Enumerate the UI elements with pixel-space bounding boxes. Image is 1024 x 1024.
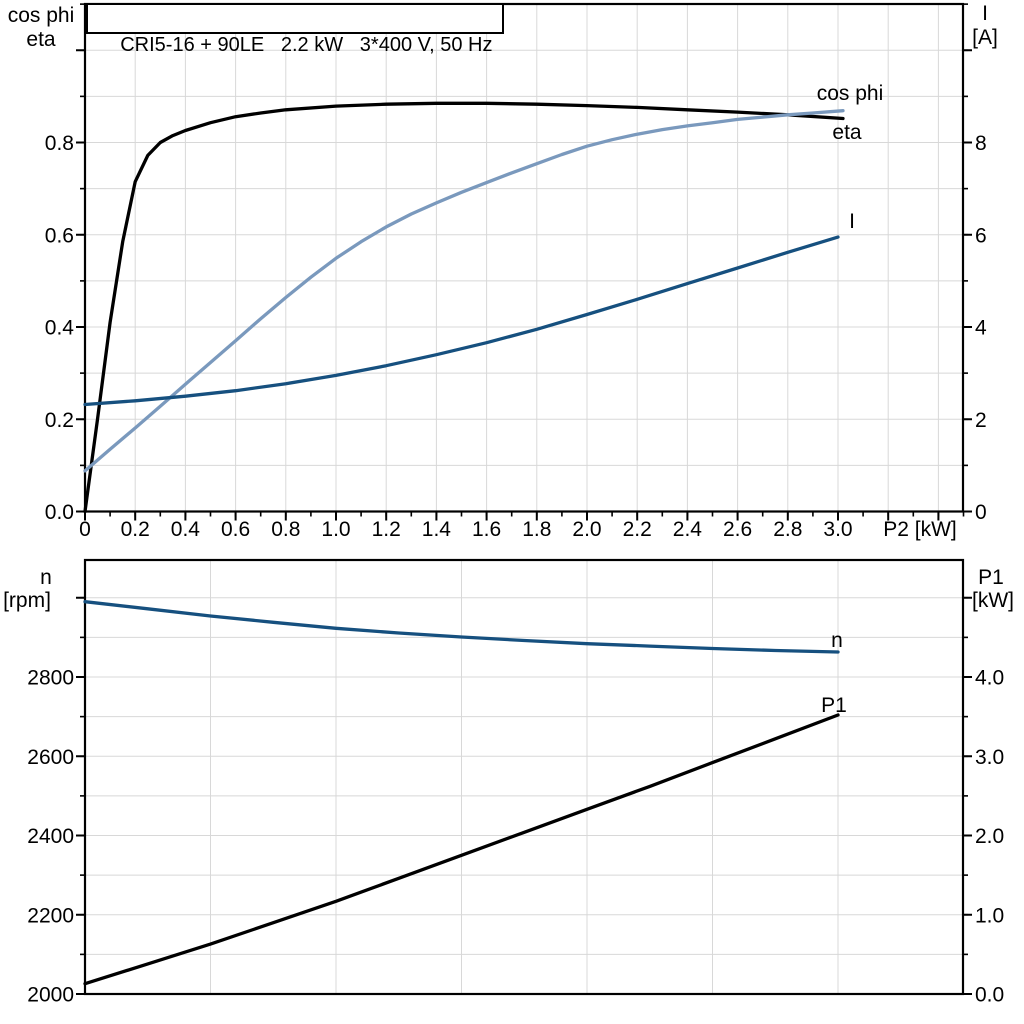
- right-tick-label: 3.0: [975, 746, 1004, 769]
- x-tick-label: 2.6: [723, 518, 752, 541]
- left-tick-label: 2800: [27, 667, 74, 690]
- right-tick-label: 0.0: [975, 984, 1004, 1007]
- x-tick-label: 2.8: [773, 518, 802, 541]
- current-curve-label: I: [849, 210, 855, 233]
- bottom-chart: 200022002400260028000.01.02.03.04.0n[rpm…: [3, 558, 1014, 1007]
- right-axis-title: P1: [978, 566, 1004, 589]
- left-tick-label: 2600: [27, 746, 74, 769]
- chart-title-text: CRI5-16 + 90LE 2.2 kW 3*400 V, 50 Hz: [120, 34, 493, 56]
- n-curve-label: n: [831, 629, 843, 652]
- right-tick-label: 6: [975, 224, 987, 247]
- x-tick-label: 2.0: [572, 518, 601, 541]
- current-curve: [83, 235, 840, 407]
- left-tick-label: 0.8: [45, 132, 74, 155]
- x-tick-label: 1.6: [472, 518, 501, 541]
- cos-phi-curve-label: cos phi: [817, 82, 884, 105]
- x-axis-title: P2 [kW]: [883, 518, 957, 541]
- n-curve: [83, 600, 840, 654]
- left-axis-title: n: [40, 566, 52, 589]
- left-tick-label: 2200: [27, 904, 74, 927]
- x-tick-label: 0.6: [221, 518, 250, 541]
- right-tick-label: 4: [975, 317, 987, 340]
- right-tick-label: 4.0: [975, 667, 1004, 690]
- tick-labels: 200022002400260028000.01.02.03.04.0n[rpm…: [3, 566, 1014, 1007]
- left-tick-label: 2400: [27, 825, 74, 848]
- x-tick-label: 0.4: [171, 518, 201, 541]
- axis-ticks: [76, 596, 972, 995]
- right-tick-label: 8: [975, 132, 987, 155]
- chart-title-box: CRI5-16 + 90LE 2.2 kW 3*400 V, 50 Hz: [86, 3, 505, 56]
- plot-frame: [83, 558, 965, 996]
- x-tick-label: 0: [79, 518, 91, 541]
- x-tick-label: 1.2: [372, 518, 401, 541]
- left-tick-label: 0.4: [45, 317, 75, 340]
- right-tick-label: 2: [975, 409, 987, 432]
- p1-curve: [83, 713, 840, 986]
- right-tick-label: 0: [975, 501, 987, 524]
- cos-phi-curve: [83, 109, 845, 473]
- x-tick-label: 2.4: [673, 518, 703, 541]
- gridlines: [85, 560, 963, 994]
- left-tick-label: 0.6: [45, 224, 74, 247]
- x-tick-label: 0.8: [271, 518, 300, 541]
- x-tick-label: 0.2: [121, 518, 150, 541]
- p1-curve-label: P1: [821, 694, 847, 717]
- left-tick-label: 0.0: [45, 501, 74, 524]
- right-axis-title: [A]: [972, 26, 998, 49]
- left-axis-title: eta: [26, 28, 56, 51]
- x-tick-label: 1.0: [321, 518, 350, 541]
- x-tick-label: 3.0: [823, 518, 852, 541]
- right-axis-title: [kW]: [972, 589, 1014, 612]
- left-axis-title: [rpm]: [3, 589, 51, 612]
- gridlines: [85, 4, 963, 512]
- left-tick-label: 0.2: [45, 409, 74, 432]
- x-tick-label: 1.4: [422, 518, 452, 541]
- x-tick-label: 2.2: [623, 518, 652, 541]
- right-tick-label: 1.0: [975, 904, 1004, 927]
- left-tick-label: 2000: [27, 984, 74, 1007]
- right-tick-label: 2.0: [975, 825, 1004, 848]
- plot-frame: [83, 2, 965, 513]
- eta-curve: [83, 101, 845, 514]
- tick-labels: 0 0.2 0.4 0.6 0.8 1.0 1.2 1.4 1.6 1.8 2.0 2.2 2.4 2.6…: [8, 2, 998, 541]
- top-chart: 0 0.2 0.4 0.6 0.8 1.0 1.2 1.4 1.6 1.8 2.0 2.2 2.4 2.6…: [8, 2, 998, 541]
- right-axis-title: I: [982, 2, 988, 25]
- x-tick-label: 1.8: [522, 518, 551, 541]
- eta-curve-label: eta: [832, 121, 862, 144]
- left-axis-title: cos phi: [8, 4, 75, 27]
- axis-ticks: [76, 3, 972, 521]
